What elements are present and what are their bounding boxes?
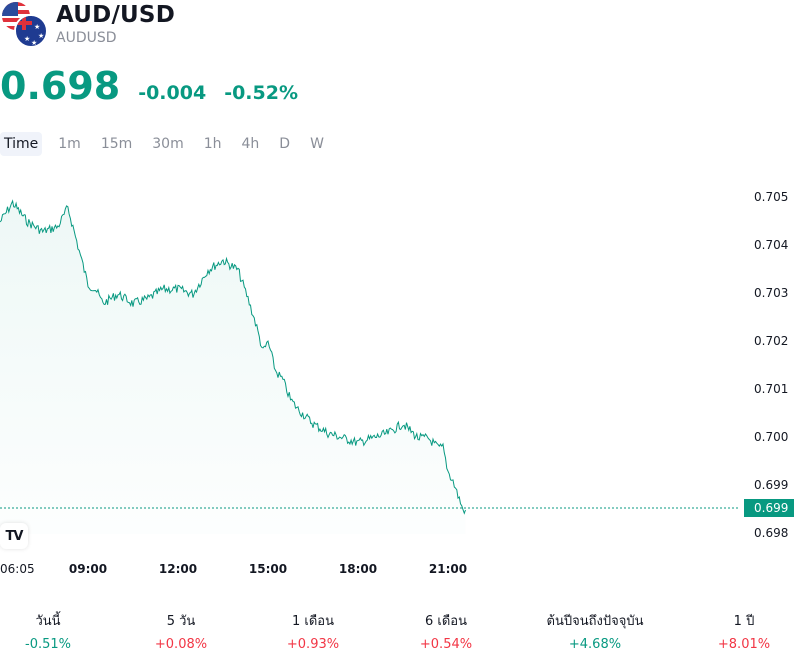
tf-1m[interactable]: 1m bbox=[58, 136, 81, 152]
price-change: -0.004 bbox=[138, 82, 207, 104]
performance-label: 1 ปี bbox=[733, 614, 755, 629]
performance-item[interactable]: 1 เดือน +0.93% bbox=[287, 612, 339, 658]
y-tick-label: 0.704 bbox=[754, 238, 789, 252]
symbol-title: AUD/USD bbox=[56, 2, 175, 28]
performance-value: +4.68% bbox=[568, 637, 622, 652]
performance-value: +0.54% bbox=[419, 637, 473, 652]
performance-label: 6 เดือน bbox=[425, 614, 467, 629]
x-tick-label: 21:00 bbox=[428, 562, 468, 576]
quote-row: 0.698 -0.004 -0.52% bbox=[0, 64, 298, 108]
australia-flag-icon: ★ ★ ★ ★ bbox=[14, 14, 48, 48]
last-price-tag: 0.699 bbox=[744, 499, 794, 517]
y-tick-label: 0.700 bbox=[754, 430, 789, 444]
last-price: 0.698 bbox=[0, 64, 121, 108]
performance-label: ต้นปีจนถึงปัจจุบัน bbox=[546, 614, 644, 629]
price-chart[interactable]: 0.705 0.704 0.703 0.702 0.701 0.700 0.699 0.698… bbox=[0, 180, 800, 550]
tradingview-logo-icon[interactable]: TV bbox=[0, 523, 28, 549]
tf-time[interactable]: Time bbox=[0, 132, 43, 156]
x-tick-label: 15:00 bbox=[248, 562, 288, 576]
tf-30m[interactable]: 30m bbox=[152, 136, 184, 152]
performance-item[interactable]: 5 วัน +0.08% bbox=[155, 612, 207, 658]
performance-label: 5 วัน bbox=[166, 614, 196, 629]
performance-label: วันนี้ bbox=[35, 614, 61, 629]
performance-item[interactable]: ต้นปีจนถึงปัจจุบัน +4.68% bbox=[547, 612, 644, 658]
performance-summary: วันนี้ -0.51% 5 วัน +0.08% 1 เดือน +0.93% 6 เด… bbox=[0, 612, 800, 662]
tf-4h[interactable]: 4h bbox=[241, 136, 260, 152]
price-area-fill bbox=[0, 200, 466, 534]
y-tick-label: 0.703 bbox=[754, 286, 789, 300]
x-axis: 06:05 09:00 12:00 15:00 18:00 21:00 bbox=[0, 562, 800, 578]
price-line bbox=[0, 199, 466, 515]
performance-item[interactable]: 1 ปี +8.01% bbox=[718, 612, 770, 658]
performance-value: +8.01% bbox=[717, 637, 771, 652]
tf-1h[interactable]: 1h bbox=[203, 136, 222, 152]
symbol-ticker: AUDUSD bbox=[56, 30, 117, 46]
price-change-percent: -0.52% bbox=[224, 82, 298, 104]
y-tick-label: 0.705 bbox=[754, 190, 789, 204]
x-tick-label: 18:00 bbox=[338, 562, 378, 576]
tf-15m[interactable]: 15m bbox=[100, 136, 133, 152]
performance-value: +0.93% bbox=[286, 637, 340, 652]
tf-d[interactable]: D bbox=[279, 136, 291, 152]
currency-flags: ★ ★ ★ ★ bbox=[0, 0, 50, 50]
y-tick-label: 0.701 bbox=[754, 382, 789, 396]
performance-item[interactable]: วันนี้ -0.51% bbox=[25, 612, 71, 658]
chart-canvas[interactable] bbox=[0, 180, 740, 550]
x-tick-label: 12:00 bbox=[158, 562, 198, 576]
x-tick-label: 09:00 bbox=[68, 562, 108, 576]
performance-value: +0.08% bbox=[154, 637, 208, 652]
timeframe-selector: Time 1m 15m 30m 1h 4h D W bbox=[0, 132, 334, 156]
y-tick-label: 0.702 bbox=[754, 334, 789, 348]
tf-w[interactable]: W bbox=[310, 136, 324, 152]
x-tick-label: 06:05 bbox=[0, 562, 35, 576]
y-tick-label: 0.698 bbox=[754, 526, 789, 540]
performance-label: 1 เดือน bbox=[292, 614, 334, 629]
y-tick-label: 0.699 bbox=[754, 478, 789, 492]
performance-value: -0.51% bbox=[25, 637, 71, 652]
performance-item[interactable]: 6 เดือน +0.54% bbox=[420, 612, 472, 658]
